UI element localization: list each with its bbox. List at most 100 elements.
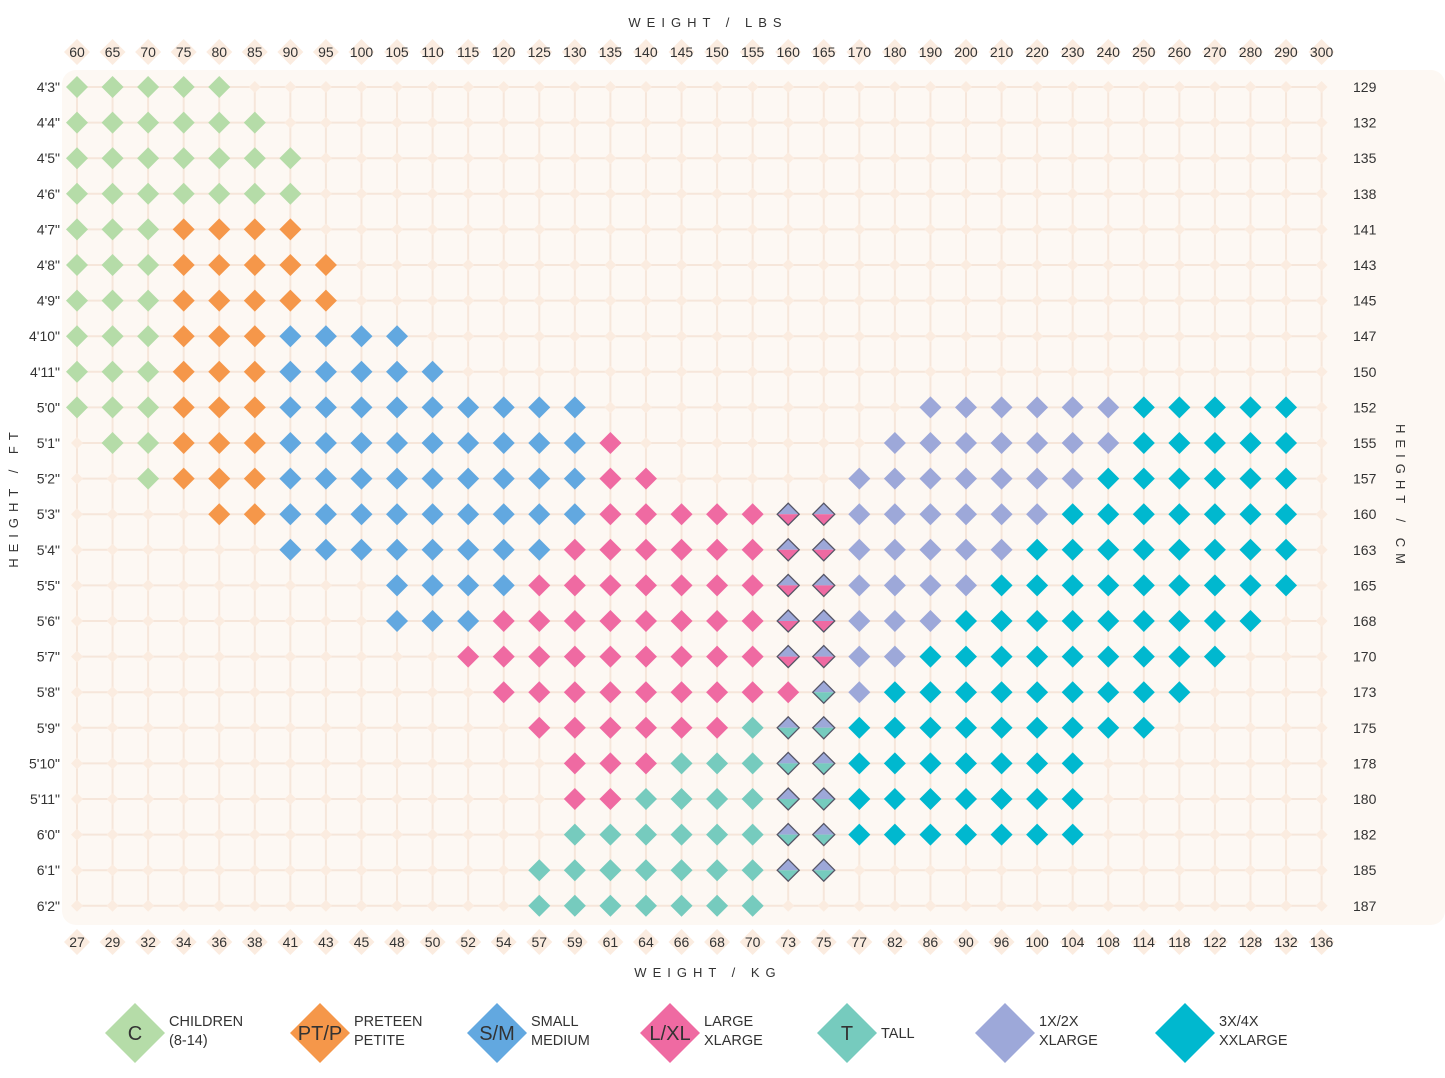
size-cell-small-medium: [386, 574, 409, 597]
empty-cell: [924, 365, 937, 378]
tick-bg: [846, 39, 873, 65]
empty-cell: [1137, 259, 1150, 271]
height-ft-tick: 4'4": [37, 115, 60, 131]
empty-cell: [497, 330, 510, 343]
size-cell-preteen-petite: [314, 289, 337, 312]
size-cell-preteen-petite: [172, 432, 195, 454]
cell-outline: [776, 787, 801, 811]
empty-cell: [284, 793, 297, 805]
size-cell-large-xlarge: [634, 610, 657, 632]
weight-kg-tick: 128: [1239, 934, 1263, 950]
empty-cell: [1173, 152, 1186, 165]
empty-cell: [497, 187, 510, 200]
size-cell-small-or-tall: [776, 822, 801, 847]
empty-cell: [1280, 899, 1293, 912]
empty-cell: [782, 187, 795, 200]
weight-lbs-tick: 75: [176, 44, 192, 60]
legend-label: LARGE: [704, 1014, 753, 1030]
size-cell-small-medium: [492, 396, 515, 419]
size-cell-3x-4x: [1061, 574, 1084, 597]
weight-kg-tick: 90: [958, 934, 974, 950]
legend-label: PRETEEN: [354, 1014, 423, 1030]
weight-kg-tick: 45: [354, 934, 370, 950]
weight-lbs-tick: 250: [1132, 44, 1156, 60]
empty-cell: [888, 401, 901, 414]
empty-cell: [319, 152, 332, 165]
cell-outline: [811, 715, 836, 740]
height-cm-tick: 170: [1353, 649, 1377, 665]
size-cell-small-medium: [492, 503, 515, 526]
empty-cell: [1244, 864, 1257, 877]
legend-swatch: [105, 1003, 165, 1063]
empty-cell: [1315, 650, 1328, 663]
size-cell-children: [243, 147, 266, 170]
empty-cell: [1031, 152, 1044, 165]
empty-cell: [462, 757, 475, 770]
empty-cell: [1102, 294, 1115, 307]
empty-cell: [1102, 793, 1115, 805]
size-cell-children: [137, 325, 160, 348]
empty-cell: [639, 294, 652, 307]
empty-cell: [1315, 223, 1328, 236]
empty-cell: [1173, 223, 1186, 236]
tick-bg: [1237, 39, 1264, 65]
size-cell-3x-4x: [883, 716, 906, 739]
weight-lbs-tick: 95: [318, 44, 334, 60]
size-cell-children: [66, 111, 88, 134]
empty-cell: [497, 793, 510, 805]
empty-cell: [960, 81, 972, 93]
weight-kg-tick: 43: [318, 934, 334, 950]
weight-lbs-tick: 155: [741, 44, 765, 60]
empty-cell: [782, 330, 795, 343]
empty-cell: [924, 116, 937, 129]
empty-cell: [853, 152, 866, 165]
size-cell-large-xlarge: [670, 645, 693, 668]
weight-lbs-tick: 120: [492, 44, 516, 60]
height-cm-tick: 150: [1353, 364, 1377, 380]
tick-bg: [206, 39, 233, 65]
empty-cell: [248, 757, 261, 770]
weight-lbs-tick: 280: [1239, 44, 1263, 60]
tick-bg: [99, 929, 126, 955]
size-cell-children: [101, 218, 124, 241]
empty-cell: [1244, 116, 1257, 129]
size-cell-children: [101, 254, 124, 276]
size-cell-3x-4x: [1097, 681, 1120, 704]
size-cell-3x-4x: [1026, 823, 1049, 846]
size-cell-tall: [670, 788, 693, 810]
height-ft-tick: 5'1": [37, 435, 60, 451]
empty-cell: [533, 294, 546, 307]
size-cell-small-medium: [386, 360, 409, 383]
weight-kg-tick: 59: [567, 934, 583, 950]
size-cell-3x-4x: [1203, 645, 1226, 668]
size-cell-large-xlarge: [670, 610, 693, 632]
empty-cell: [1137, 152, 1150, 165]
height-cm-tick: 187: [1353, 898, 1377, 914]
legend-swatch: [1155, 1003, 1215, 1063]
tick-bg: [1201, 929, 1228, 955]
empty-cell: [888, 187, 901, 200]
empty-cell: [355, 579, 368, 592]
size-cell-children: [137, 218, 160, 241]
empty-cell: [924, 330, 937, 343]
size-cell-large-xlarge: [599, 716, 622, 739]
empty-cell: [248, 543, 261, 556]
size-cell-large-xlarge: [634, 538, 657, 561]
empty-cell: [391, 152, 404, 165]
empty-cell: [391, 116, 404, 129]
size-cell-children: [137, 182, 160, 205]
size-cell-small-medium: [563, 396, 586, 419]
size-cell-children: [66, 147, 88, 170]
size-cell-tall: [670, 823, 693, 846]
empty-cell: [284, 686, 297, 699]
empty-cell: [1137, 793, 1150, 805]
size-cell-tall: [670, 894, 693, 917]
empty-cell: [924, 864, 937, 877]
size-cell-small-medium: [279, 432, 302, 454]
empty-cell: [1102, 81, 1115, 93]
size-cell-3x-4x: [1097, 538, 1120, 561]
cell-bottom-half: [812, 727, 835, 739]
empty-cell: [853, 899, 866, 912]
tick-bg: [1166, 929, 1193, 955]
height-cm-tick: 173: [1353, 684, 1377, 700]
